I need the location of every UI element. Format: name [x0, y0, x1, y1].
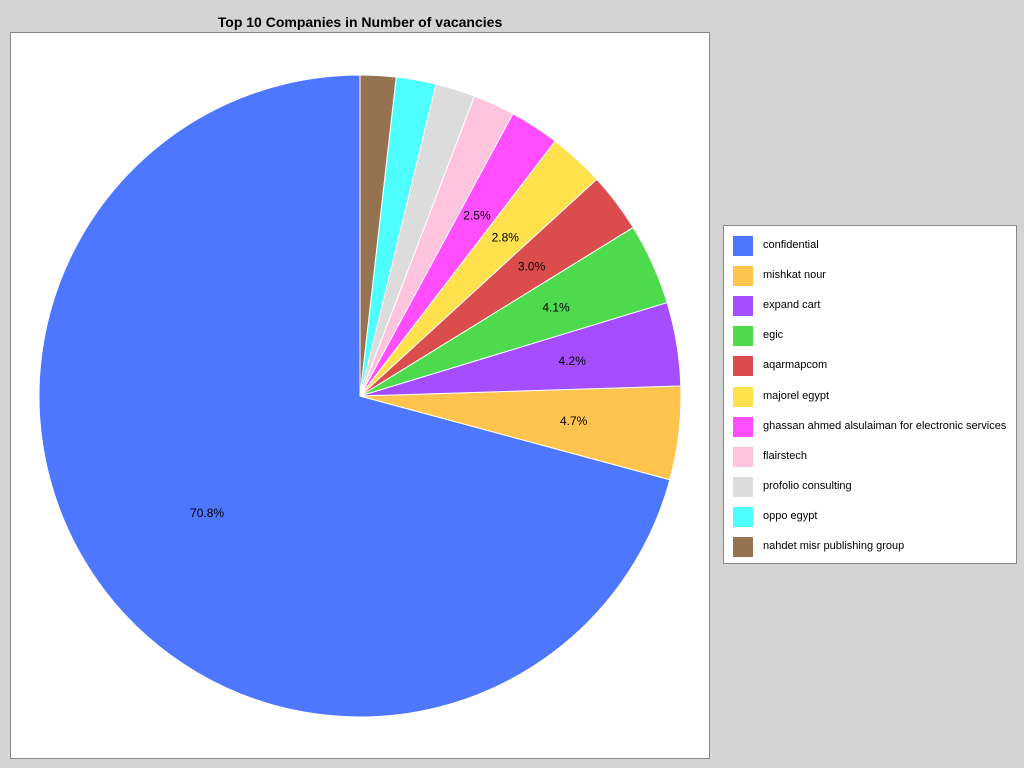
slice-value-label-1: 4.7% — [560, 414, 588, 428]
legend-label: mishkat nour — [763, 269, 826, 282]
legend-label: ghassan ahmed alsulaiman for electronic … — [763, 419, 1007, 432]
legend-label: aqarmapcom — [763, 359, 828, 372]
legend-item: aqarmapcom — [733, 356, 1013, 377]
legend-swatch — [733, 416, 753, 437]
legend-item: profolio consulting — [733, 476, 1013, 497]
legend-swatch — [733, 476, 753, 497]
legend-item: nahdet misr publishing group — [733, 537, 1013, 557]
legend-label: egic — [763, 329, 784, 342]
slice-value-label-2: 4.2% — [559, 354, 587, 368]
slice-value-label-3: 4.1% — [542, 300, 570, 314]
legend-item: ghassan ahmed alsulaiman for electronic … — [733, 416, 1013, 437]
legend-item: egic — [733, 326, 1013, 347]
legend-label: profolio consulting — [763, 479, 852, 492]
legend-swatch — [733, 537, 753, 557]
legend-swatch — [733, 506, 753, 527]
legend-swatch — [733, 356, 753, 377]
legend-label: nahdet misr publishing group — [763, 540, 905, 552]
legend-item: oppo egypt — [733, 506, 1013, 527]
slice-value-label-4: 3.0% — [518, 259, 546, 273]
pie-slice-0 — [38, 74, 671, 718]
slice-value-label-6: 2.5% — [463, 209, 491, 223]
legend-label: oppo egypt — [763, 509, 818, 522]
legend-item: majorel egypt — [733, 386, 1013, 407]
legend-label: flairstech — [763, 449, 808, 462]
legend-label: confidential — [763, 239, 819, 251]
legend-swatch — [733, 236, 753, 256]
legend-item: expand cart — [733, 296, 1013, 317]
chart-title: Top 10 Companies in Number of vacancies — [217, 14, 503, 30]
legend-swatch — [733, 296, 753, 317]
slice-value-label-0: 70.8% — [190, 506, 224, 520]
slice-value-label-5: 2.8% — [492, 230, 520, 244]
legend-item: mishkat nour — [733, 266, 1013, 287]
legend-swatch — [733, 326, 753, 347]
legend-swatch — [733, 446, 753, 467]
legend-item: confidential — [733, 236, 1013, 256]
pie-slice-10 — [359, 74, 397, 397]
legend-item: flairstech — [733, 446, 1013, 467]
legend: confidential mishkat nour expand cart egic a… — [723, 225, 1017, 564]
pie-chart: 70.8% 4.7% 4.2% 4.1% 3.0% 2.8%2.5% — [38, 74, 682, 718]
legend-swatch — [733, 266, 753, 287]
legend-swatch — [733, 386, 753, 407]
legend-label: majorel egypt — [763, 389, 830, 402]
plot-area: 70.8% 4.7% 4.2% 4.1% 3.0% 2.8% 2.5% — [10, 32, 710, 759]
legend-label: expand cart — [763, 299, 821, 312]
